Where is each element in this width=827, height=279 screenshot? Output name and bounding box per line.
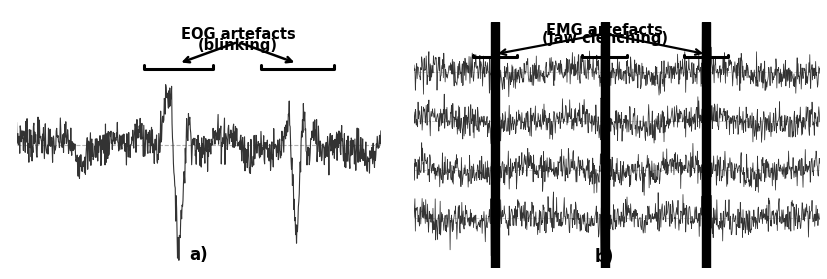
- Text: EOG artefacts: EOG artefacts: [180, 27, 295, 42]
- Text: a): a): [189, 246, 208, 264]
- Text: b): b): [595, 248, 614, 266]
- Bar: [701, 22, 710, 268]
- Bar: [490, 22, 499, 268]
- Text: (jaw clenching): (jaw clenching): [541, 31, 667, 46]
- Text: (blinking): (blinking): [198, 38, 278, 53]
- Bar: [600, 22, 608, 268]
- Text: EMG artefacts: EMG artefacts: [546, 23, 662, 38]
